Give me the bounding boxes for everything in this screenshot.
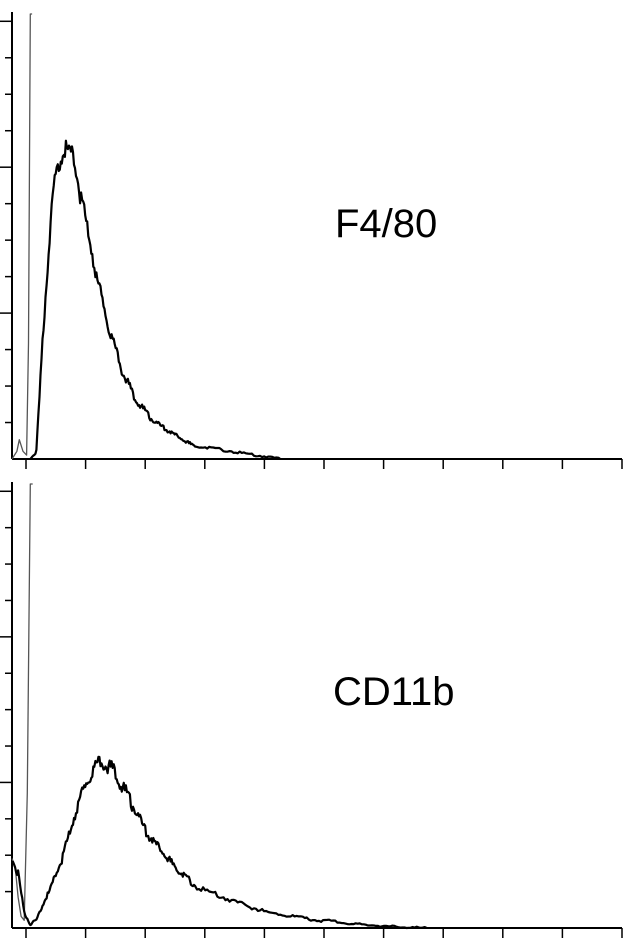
panel-cd11b: CD11b bbox=[0, 482, 623, 938]
control-histogram-line bbox=[11, 483, 33, 921]
panel-label-cd11b: CD11b bbox=[333, 670, 455, 714]
panel-label-f4-80: F4/80 bbox=[335, 202, 437, 246]
control-histogram-line bbox=[11, 13, 33, 460]
stained-histogram-line bbox=[11, 755, 428, 930]
panel-f4-80: F4/80 bbox=[0, 12, 623, 469]
stained-histogram-line bbox=[29, 139, 281, 460]
